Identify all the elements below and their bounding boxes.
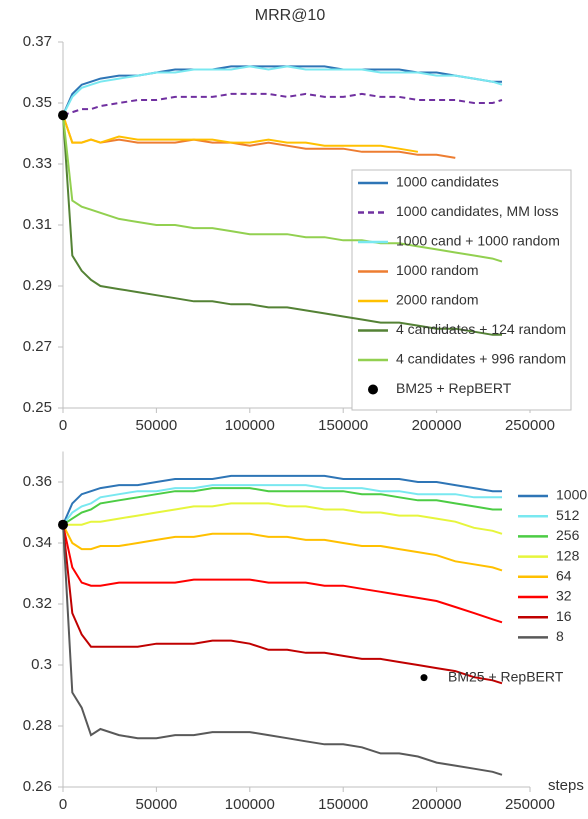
legend-label: 64 bbox=[556, 568, 572, 584]
y-tick-label: 0.29 bbox=[23, 277, 52, 294]
x-tick-label: 0 bbox=[59, 796, 67, 813]
legend-label: 16 bbox=[556, 608, 572, 624]
data-line bbox=[62, 65, 503, 116]
x-tick-label: 0 bbox=[59, 417, 67, 434]
chart-title: MRR@10 bbox=[255, 7, 326, 24]
marker bbox=[58, 110, 68, 121]
x-tick-label: 200000 bbox=[412, 417, 462, 434]
legend-marker bbox=[420, 674, 428, 682]
data-line bbox=[62, 474, 502, 526]
x-axis-label: steps bbox=[548, 777, 584, 794]
data-line bbox=[62, 114, 419, 153]
y-tick-label: 0.26 bbox=[23, 778, 52, 795]
data-line bbox=[62, 65, 502, 116]
data-line bbox=[62, 524, 503, 624]
y-tick-label: 0.32 bbox=[23, 595, 52, 612]
legend-label: 1000 cand + 1000 random bbox=[396, 233, 560, 249]
data-line bbox=[62, 524, 503, 572]
data-line bbox=[62, 92, 503, 117]
y-tick-label: 0.3 bbox=[31, 656, 52, 673]
data-line bbox=[62, 487, 502, 526]
legend-label: 512 bbox=[556, 507, 580, 523]
y-tick-label: 0.27 bbox=[23, 338, 52, 355]
legend-label: 128 bbox=[556, 547, 580, 563]
marker bbox=[58, 519, 68, 530]
legend-marker bbox=[368, 384, 378, 395]
legend-label: 32 bbox=[556, 588, 572, 604]
legend-label: 4 candidates + 124 random bbox=[396, 321, 566, 337]
legend-label: 1000 candidates bbox=[396, 174, 499, 190]
x-tick-label: 150000 bbox=[318, 796, 368, 813]
data-line bbox=[62, 524, 503, 776]
legend-label: 1000 bbox=[556, 487, 587, 503]
legend-label: BM25 + RepBERT bbox=[448, 668, 564, 684]
x-tick-label: 150000 bbox=[318, 417, 368, 434]
x-tick-label: 50000 bbox=[136, 796, 178, 813]
y-tick-label: 0.31 bbox=[23, 216, 52, 233]
x-tick-label: 50000 bbox=[136, 417, 178, 434]
legend-label: 8 bbox=[556, 628, 564, 644]
data-line bbox=[62, 484, 502, 526]
x-tick-label: 200000 bbox=[412, 796, 462, 813]
x-tick-label: 100000 bbox=[225, 796, 275, 813]
legend-label: 1000 random bbox=[396, 262, 479, 278]
legend-label: 1000 candidates, MM loss bbox=[396, 203, 559, 219]
y-tick-label: 0.36 bbox=[23, 473, 52, 490]
legend-label: 2000 random bbox=[396, 292, 479, 308]
x-tick-label: 100000 bbox=[225, 417, 275, 434]
data-line bbox=[62, 524, 503, 685]
legend-label: 4 candidates + 996 random bbox=[396, 351, 566, 367]
legend-frame bbox=[351, 169, 572, 411]
y-tick-label: 0.34 bbox=[23, 534, 52, 551]
y-tick-label: 0.28 bbox=[23, 717, 52, 734]
y-tick-label: 0.25 bbox=[23, 399, 52, 416]
y-tick-label: 0.37 bbox=[23, 33, 52, 50]
legend-label: BM25 + RepBERT bbox=[396, 380, 512, 396]
data-line bbox=[62, 115, 503, 263]
data-line bbox=[62, 115, 502, 336]
legend-label: 256 bbox=[556, 527, 580, 543]
y-tick-label: 0.35 bbox=[23, 94, 52, 111]
data-line bbox=[63, 502, 503, 535]
x-tick-label: 250000 bbox=[505, 417, 555, 434]
x-tick-label: 250000 bbox=[505, 796, 555, 813]
y-tick-label: 0.33 bbox=[23, 155, 52, 172]
